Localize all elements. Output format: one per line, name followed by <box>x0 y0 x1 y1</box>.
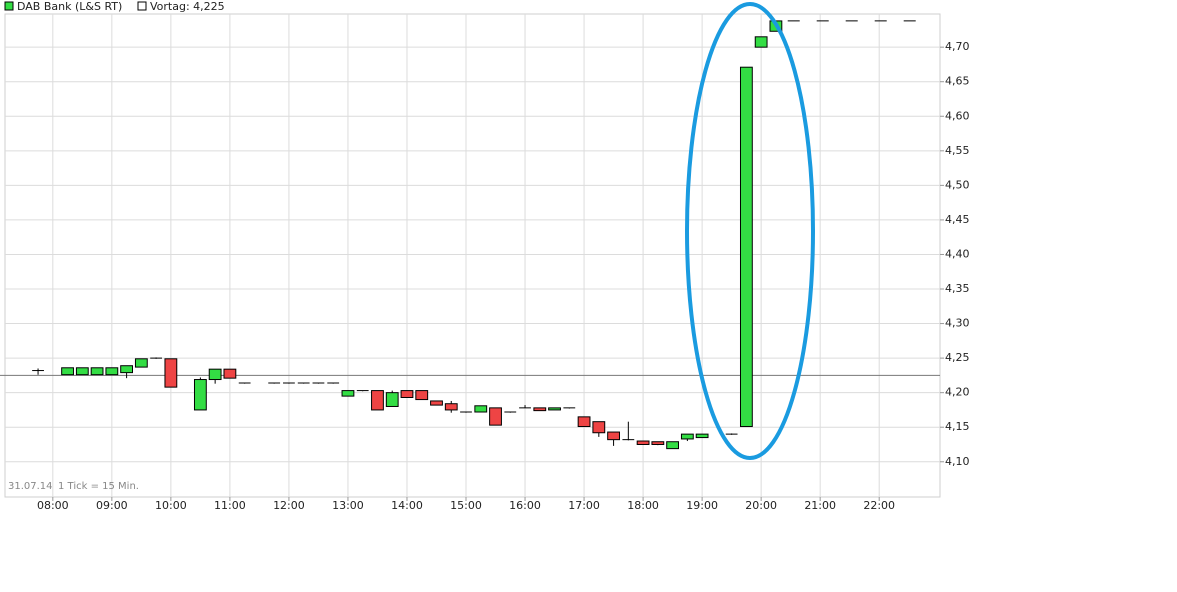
candle-body <box>90 367 104 376</box>
x-tick-label: 21:00 <box>804 499 836 512</box>
candle-body <box>223 368 237 379</box>
candle-body <box>75 367 89 376</box>
grid <box>5 14 944 501</box>
x-tick-label: 22:00 <box>863 499 895 512</box>
y-tick-label: 4,30 <box>945 317 970 330</box>
candle-body <box>680 433 694 440</box>
candle-body <box>577 416 591 428</box>
x-tick-label: 09:00 <box>96 499 128 512</box>
y-tick-label: 4,15 <box>945 420 970 433</box>
candle-body <box>489 407 502 426</box>
marks <box>0 20 940 450</box>
y-tick-label: 4,20 <box>945 386 970 399</box>
highlight-ellipse <box>685 2 815 460</box>
x-tick-label: 20:00 <box>745 499 777 512</box>
candle-body <box>592 421 606 434</box>
interval-label: 1 Tick = 15 Min. <box>58 481 139 492</box>
candle-body <box>548 407 561 411</box>
legend-label: Vortag: 4,225 <box>150 0 225 13</box>
candle-body <box>430 400 443 406</box>
x-tick-label: 15:00 <box>450 499 482 512</box>
date-label: 31.07.14 <box>8 481 53 492</box>
candle-body <box>164 358 178 388</box>
x-tick-label: 11:00 <box>214 499 246 512</box>
candle-body <box>415 390 429 401</box>
plot-frame <box>4 13 941 498</box>
candle-body <box>208 368 222 381</box>
x-tick-label: 19:00 <box>686 499 718 512</box>
candle-body <box>533 407 547 412</box>
y-tick-label: 4,10 <box>945 455 970 468</box>
candle-body <box>385 392 399 407</box>
y-tick-label: 4,35 <box>945 282 970 295</box>
candle-body <box>636 440 650 445</box>
candle-body <box>193 379 207 411</box>
y-tick-label: 4,50 <box>945 178 970 191</box>
legend-swatch <box>137 1 147 11</box>
x-tick-label: 16:00 <box>509 499 541 512</box>
y-tick-label: 4,25 <box>945 351 970 364</box>
x-tick-label: 12:00 <box>273 499 305 512</box>
candle-body <box>651 441 665 445</box>
legend-swatch <box>4 1 14 11</box>
legend-label: DAB Bank (L&S RT) <box>17 0 122 13</box>
y-tick-label: 4,60 <box>945 109 970 122</box>
candle-body <box>444 403 458 411</box>
y-tick-label: 4,65 <box>945 75 970 88</box>
y-tick-label: 4,40 <box>945 247 970 260</box>
candle-body <box>607 431 620 441</box>
candle-body <box>105 367 119 376</box>
candle-body <box>61 367 74 376</box>
x-tick-label: 14:00 <box>391 499 423 512</box>
x-tick-label: 13:00 <box>332 499 364 512</box>
y-tick-label: 4,70 <box>945 40 970 53</box>
y-tick-label: 4,55 <box>945 144 970 157</box>
candle-body <box>120 365 133 374</box>
candle-body <box>341 390 355 397</box>
candle-body <box>400 390 414 398</box>
candle-body <box>134 358 148 368</box>
x-tick-label: 17:00 <box>568 499 600 512</box>
candle-body <box>474 405 488 413</box>
candle-body <box>739 66 753 428</box>
x-tick-label: 08:00 <box>37 499 69 512</box>
x-tick-label: 18:00 <box>627 499 659 512</box>
y-tick-label: 4,45 <box>945 213 970 226</box>
candle-body <box>666 441 680 450</box>
x-tick-label: 10:00 <box>155 499 187 512</box>
candle-body <box>371 390 384 411</box>
candle-body <box>754 36 768 48</box>
candle-body <box>695 433 709 439</box>
